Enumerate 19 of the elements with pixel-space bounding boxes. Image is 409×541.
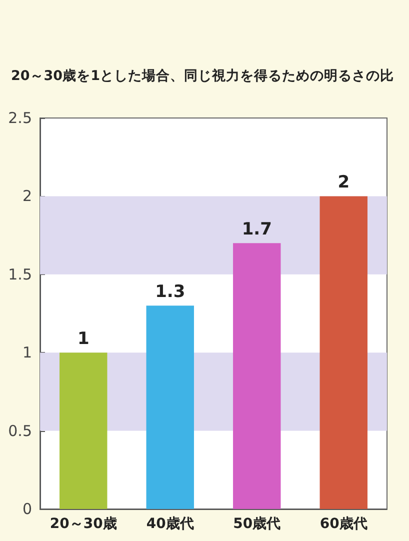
bar: [320, 196, 368, 509]
bar: [146, 306, 194, 509]
data-label: 1: [77, 329, 90, 350]
y-tick-label: 1.5: [8, 265, 32, 284]
data-label: 1.3: [155, 282, 186, 302]
bar: [233, 243, 281, 509]
x-tick-label: 60歳代: [320, 516, 368, 532]
data-label: 2: [338, 172, 350, 193]
bar: [60, 352, 108, 509]
y-tick-label: 1: [22, 344, 32, 362]
x-tick-label: 40歳代: [146, 516, 194, 532]
y-tick-label: 2: [22, 187, 32, 206]
data-label: 1.7: [242, 220, 272, 240]
x-tick-label: 50歳代: [233, 516, 281, 532]
chart-title: 20～30歳を1とした場合、同じ視力を得るための明るさの比: [11, 67, 394, 84]
y-tick-label: 2.5: [8, 109, 32, 127]
y-tick-label: 0: [22, 500, 32, 518]
x-tick-label: 20～30歳: [50, 516, 117, 532]
y-tick-label: 0.5: [8, 422, 32, 440]
